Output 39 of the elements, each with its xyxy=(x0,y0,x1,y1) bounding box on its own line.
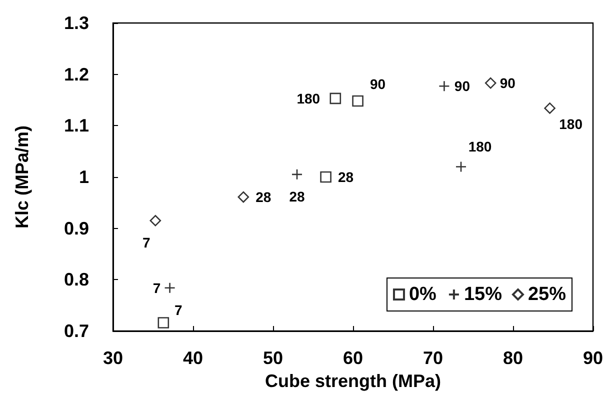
annotation: 90 xyxy=(454,78,470,94)
x-tick-label: 40 xyxy=(182,348,204,368)
x-tick-label: 30 xyxy=(102,348,124,368)
annotation: 90 xyxy=(500,75,516,92)
y-axis-title: Klc (MPa/m) xyxy=(12,125,32,229)
point xyxy=(484,77,496,89)
annotation: 28 xyxy=(256,189,272,206)
annotation: 7 xyxy=(142,234,150,251)
y-tick-label: 0.8 xyxy=(64,270,89,290)
annotation: 7 xyxy=(152,280,161,296)
annotation: 90 xyxy=(370,76,386,92)
legend-label: 25% xyxy=(528,284,566,305)
point xyxy=(158,317,170,328)
annotation: 180 xyxy=(296,90,320,106)
annotation: 180 xyxy=(468,138,492,155)
y-tick-label: 0.7 xyxy=(64,321,89,341)
y-tick-label: 1.1 xyxy=(64,116,89,136)
annotation: 7 xyxy=(174,302,182,318)
y-tick-label: 1.2 xyxy=(64,64,89,84)
y-tick-label: 0.9 xyxy=(64,218,89,238)
point xyxy=(352,95,364,107)
legend-label: 0% xyxy=(408,284,437,305)
y-tick-label: 1 xyxy=(78,167,89,187)
annotation: 180 xyxy=(559,116,583,132)
x-tick-label: 80 xyxy=(502,348,524,368)
point xyxy=(320,171,332,183)
point xyxy=(238,191,250,203)
x-tick-label: 90 xyxy=(582,348,604,368)
y-tick-label: 1.3 xyxy=(64,13,89,33)
point xyxy=(330,92,342,104)
annotation: 28 xyxy=(338,169,354,185)
x-tick-label: 70 xyxy=(422,348,444,368)
annotation: 28 xyxy=(289,188,305,204)
x-axis-title: Cube strength (MPa) xyxy=(264,370,442,391)
x-tick-label: 50 xyxy=(262,348,284,368)
x-tick-label: 60 xyxy=(342,348,364,368)
legend-label: 15% xyxy=(464,284,502,305)
point xyxy=(150,214,162,226)
point xyxy=(544,102,556,114)
